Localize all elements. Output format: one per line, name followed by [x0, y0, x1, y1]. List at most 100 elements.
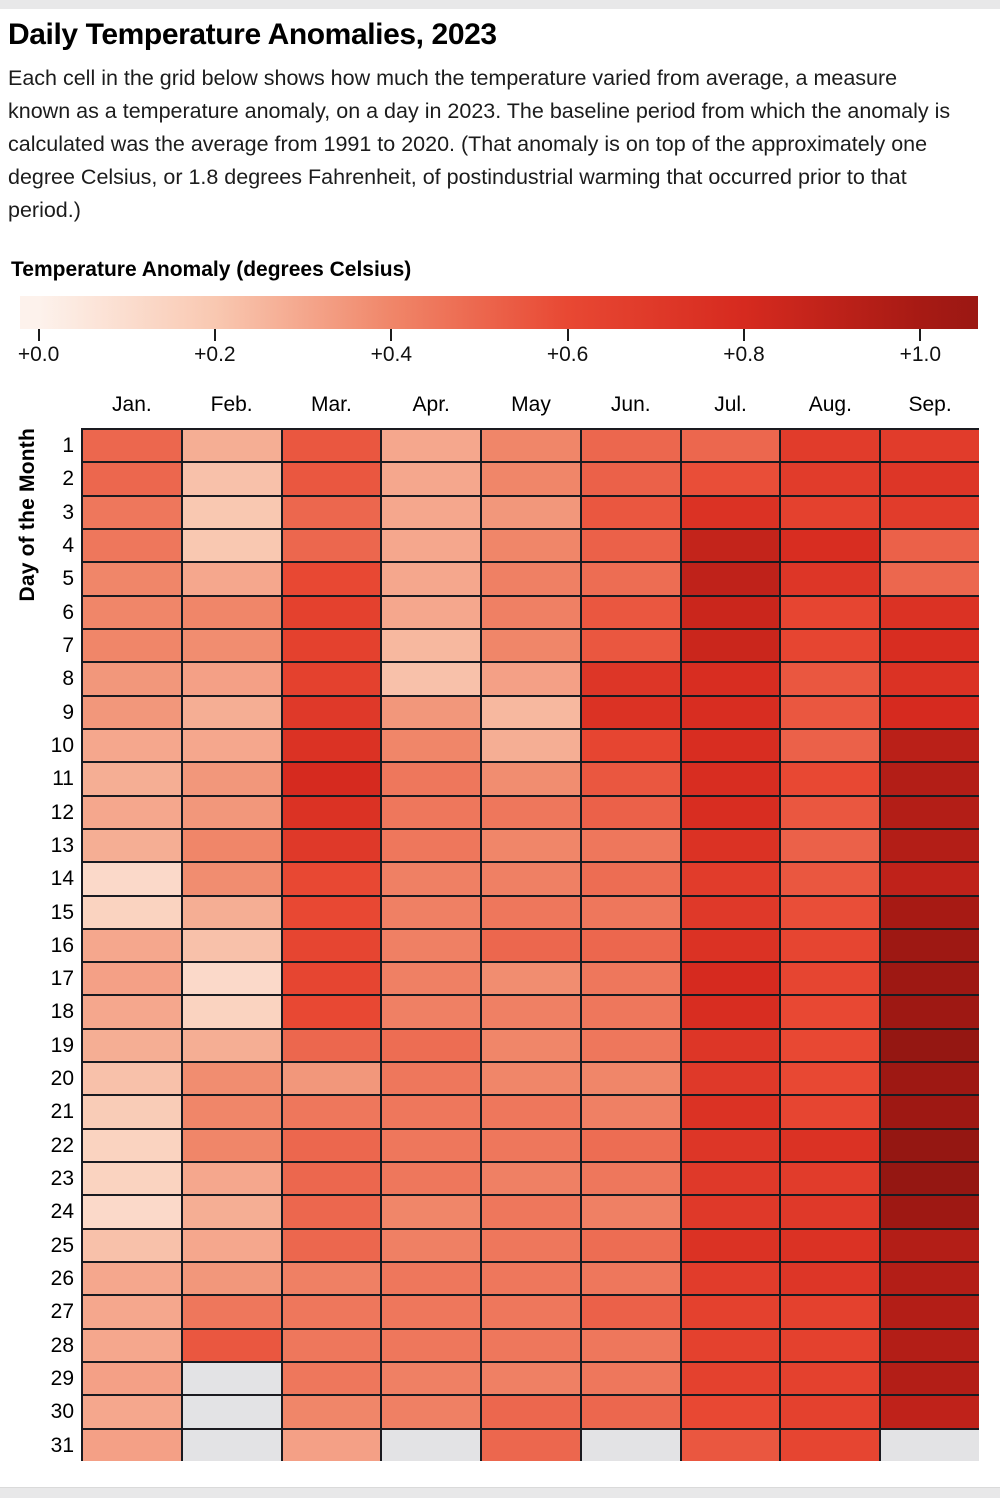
heatmap-cell: [482, 829, 580, 862]
heatmap-cell: [282, 563, 381, 595]
heatmap-cell: [282, 1396, 381, 1428]
month-label: Sep.: [908, 393, 952, 416]
heatmap-cell: [781, 430, 880, 462]
heatmap-cell: [182, 1429, 281, 1461]
heatmap-cell: [282, 963, 381, 995]
heatmap-cell: [781, 1429, 880, 1461]
heatmap-cell: [83, 1196, 181, 1228]
heatmap-cell: [881, 1296, 979, 1328]
heatmap-cell: [781, 1029, 880, 1062]
heatmap-cell: [382, 963, 481, 995]
heatmap-cell: [83, 1229, 181, 1262]
heatmap-cell: [482, 663, 580, 695]
heatmap-cell: [681, 1063, 780, 1095]
heatmap-cell: [781, 929, 880, 962]
heatmap-cell: [881, 596, 979, 628]
heatmap-cell: [881, 1229, 979, 1262]
heatmap-cell: [182, 829, 281, 862]
heatmap-cell: [482, 863, 580, 895]
heatmap-cell: [282, 929, 381, 962]
heatmap-cell: [382, 1063, 481, 1095]
day-label: 16: [50, 933, 74, 957]
heatmap-cell: [282, 663, 381, 695]
heatmap-cell: [781, 1163, 880, 1195]
heatmap-cell: [482, 463, 580, 495]
heatmap-cell: [881, 929, 979, 962]
heatmap-cell: [881, 1329, 979, 1362]
day-label: 11: [52, 767, 74, 791]
heatmap-cell: [182, 1229, 281, 1262]
heatmap-cell: [282, 729, 381, 762]
heatmap-cell: [282, 796, 381, 828]
heatmap-cell: [382, 896, 481, 928]
heatmap-cell: [581, 663, 680, 695]
heatmap-cell: [182, 1063, 281, 1095]
heatmap-cell: [83, 596, 181, 628]
day-label: 18: [50, 1000, 74, 1024]
heatmap-cell: [581, 1363, 680, 1395]
heatmap-cell: [681, 1096, 780, 1128]
heatmap-cell: [83, 430, 181, 462]
heatmap-cell: [83, 929, 181, 962]
heatmap-cell: [681, 1296, 780, 1328]
day-label: 29: [50, 1367, 74, 1391]
heatmap-cell: [83, 463, 181, 495]
heatmap-cell: [182, 430, 281, 462]
heatmap-cell: [382, 763, 481, 795]
heatmap-cell: [482, 1129, 580, 1162]
heatmap-cell: [382, 1163, 481, 1195]
heatmap-cell: [881, 796, 979, 828]
heatmap-cell: [482, 763, 580, 795]
heatmap-cell: [581, 1329, 680, 1362]
day-label: 26: [50, 1267, 74, 1291]
heatmap-cell: [881, 1396, 979, 1428]
heatmap-cell: [681, 430, 780, 462]
heatmap-cell: [182, 863, 281, 895]
heatmap-cell: [581, 629, 680, 662]
heatmap-cell: [382, 929, 481, 962]
heatmap-cell: [581, 1263, 680, 1295]
day-label: 2: [62, 467, 74, 491]
heatmap-cell: [182, 1096, 281, 1128]
month-label: Feb.: [210, 393, 253, 416]
heatmap-cell: [382, 1396, 481, 1428]
heatmap-cell: [382, 796, 481, 828]
heatmap-cell: [781, 1129, 880, 1162]
heatmap-cell: [83, 496, 181, 528]
page-title: Daily Temperature Anomalies, 2023: [8, 18, 497, 51]
heatmap-cell: [83, 763, 181, 795]
month-label: May: [511, 393, 551, 416]
heatmap-cell: [881, 696, 979, 728]
legend-tick-label: +1.0: [899, 343, 942, 366]
heatmap-cell: [382, 696, 481, 728]
legend-tick: [566, 329, 569, 341]
heatmap-cell: [581, 563, 680, 595]
heatmap-cell: [382, 496, 481, 528]
legend-tick: [213, 329, 216, 341]
month-axis: Jan. Feb. Mar. Apr. May Jun. Jul. Aug. Sep.: [81, 392, 979, 418]
heatmap-cell: [681, 1329, 780, 1362]
day-label: 4: [62, 533, 74, 557]
heatmap-cell: [482, 1229, 580, 1262]
heatmap-cell: [282, 1329, 381, 1362]
heatmap-cell: [581, 1396, 680, 1428]
heatmap-cell: [83, 896, 181, 928]
heatmap-cell: [881, 496, 979, 528]
heatmap-cell: [781, 1196, 880, 1228]
heatmap-cell: [482, 496, 580, 528]
heatmap-grid: [81, 428, 979, 1461]
day-label: 3: [62, 500, 74, 524]
heatmap-cell: [382, 1329, 481, 1362]
heatmap-cell: [881, 863, 979, 895]
heatmap-cell: [382, 629, 481, 662]
heatmap-cell: [681, 763, 780, 795]
heatmap-cell: [482, 729, 580, 762]
heatmap-cell: [482, 929, 580, 962]
heatmap-cell: [382, 1096, 481, 1128]
heatmap-cell: [382, 1263, 481, 1295]
heatmap-cell: [781, 1329, 880, 1362]
heatmap-cell: [182, 696, 281, 728]
day-label: 15: [50, 900, 74, 924]
heatmap-cell: [382, 463, 481, 495]
heatmap-cell: [182, 1029, 281, 1062]
